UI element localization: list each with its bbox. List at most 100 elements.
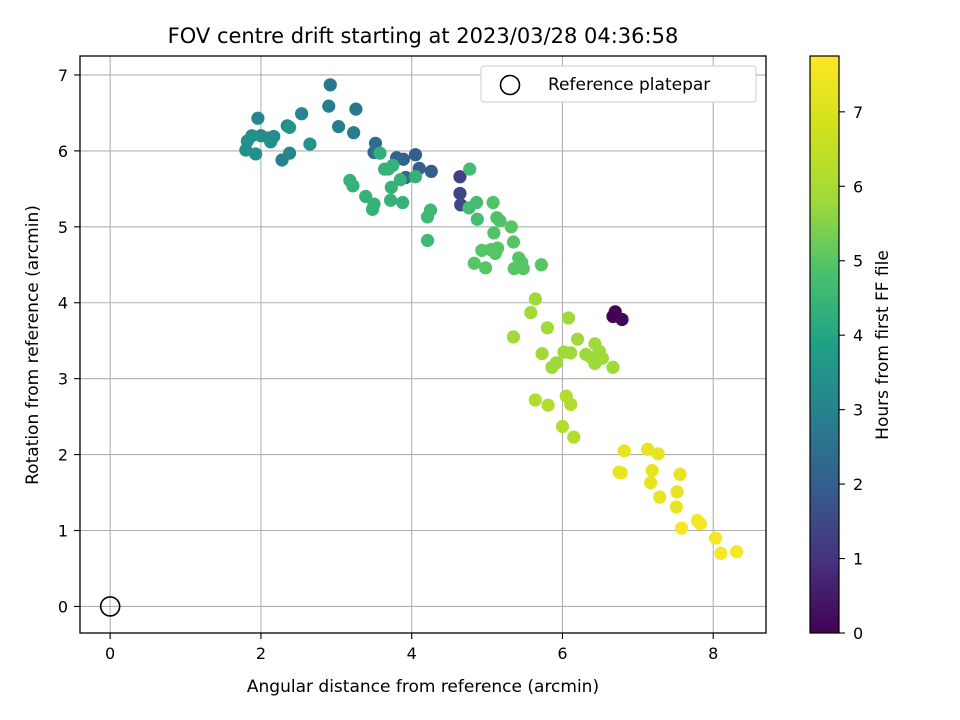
data-point xyxy=(331,120,346,134)
data-point xyxy=(714,546,728,560)
x-tick-label: 2 xyxy=(256,644,266,663)
data-point xyxy=(393,173,407,187)
data-point xyxy=(564,346,578,360)
data-point xyxy=(693,517,708,531)
data-point xyxy=(528,393,542,407)
data-point xyxy=(615,312,629,327)
data-point xyxy=(535,347,549,361)
colorbar-tick-label: 2 xyxy=(853,475,863,494)
data-point xyxy=(617,444,631,458)
data-point xyxy=(540,321,554,335)
data-point xyxy=(275,153,289,167)
data-point xyxy=(507,261,521,276)
colorbar-tick-label: 3 xyxy=(853,401,863,420)
plot-frame xyxy=(79,55,767,634)
data-point xyxy=(673,467,687,481)
y-tick-label: 0 xyxy=(58,597,68,616)
data-point xyxy=(349,102,363,116)
data-point xyxy=(644,476,658,490)
legend-box xyxy=(480,65,757,103)
x-tick-label: 0 xyxy=(105,644,115,663)
data-point xyxy=(487,226,501,240)
colorbar-tick-label: 1 xyxy=(853,550,863,569)
data-point xyxy=(561,311,576,325)
data-point xyxy=(670,485,684,499)
data-point xyxy=(453,170,467,184)
data-point xyxy=(614,466,628,480)
data-point xyxy=(534,258,548,272)
data-point xyxy=(504,220,518,234)
y-tick-label: 7 xyxy=(58,66,68,85)
y-tick-label: 3 xyxy=(58,370,68,389)
data-point xyxy=(469,195,484,210)
data-point xyxy=(420,233,435,248)
colorbar-tick-label: 4 xyxy=(853,326,863,345)
data-point xyxy=(384,180,398,194)
data-point xyxy=(555,419,570,434)
data-point xyxy=(653,490,667,504)
data-point xyxy=(528,292,542,306)
data-point xyxy=(506,235,521,249)
data-point xyxy=(541,398,555,412)
data-point xyxy=(347,126,361,140)
data-point xyxy=(408,170,423,184)
data-point xyxy=(282,120,297,134)
data-point xyxy=(708,531,723,545)
x-tick-label: 4 xyxy=(407,644,417,663)
data-point xyxy=(588,356,602,371)
data-point xyxy=(645,463,659,478)
data-point xyxy=(606,360,620,374)
data-point xyxy=(424,164,438,178)
data-point xyxy=(295,107,309,121)
y-tick-label: 2 xyxy=(58,446,68,465)
colorbar-tick-label: 7 xyxy=(853,103,863,122)
y-axis-ticks: 0 1 2 3 4 5 6 7 xyxy=(58,66,80,616)
data-point xyxy=(674,521,689,535)
data-point xyxy=(420,210,435,224)
data-point xyxy=(408,148,423,162)
data-point xyxy=(545,360,559,374)
data-point xyxy=(564,397,578,412)
data-point xyxy=(524,306,538,320)
data-point xyxy=(730,545,744,559)
data-point xyxy=(506,330,521,344)
y-tick-label: 6 xyxy=(58,142,68,161)
data-point xyxy=(567,430,581,444)
data-point xyxy=(493,214,507,228)
x-tick-label: 8 xyxy=(708,644,718,663)
x-axis-label: Angular distance from reference (arcmin) xyxy=(247,677,599,697)
colorbar-label: Hours from first FF file xyxy=(873,250,893,440)
data-point xyxy=(453,186,467,201)
data-point xyxy=(570,332,585,346)
data-points xyxy=(239,78,744,560)
data-point xyxy=(251,111,265,125)
x-tick-label: 6 xyxy=(557,644,567,663)
data-point xyxy=(322,99,336,113)
data-point xyxy=(463,162,477,176)
reference-marker xyxy=(99,596,121,617)
x-axis-ticks: 0 2 4 6 8 xyxy=(105,633,718,663)
data-point xyxy=(478,261,493,275)
data-point xyxy=(486,195,500,210)
data-point xyxy=(467,256,481,270)
data-point xyxy=(303,137,317,151)
data-point xyxy=(365,202,380,216)
data-point xyxy=(373,146,387,160)
data-point xyxy=(516,261,530,276)
data-point xyxy=(396,195,410,210)
y-tick-label: 5 xyxy=(58,218,68,237)
colorbar: 0 1 2 3 4 5 6 7 Hours from first FF file xyxy=(809,55,893,643)
data-point xyxy=(641,442,655,456)
colorbar-tick-label: 0 xyxy=(853,624,863,643)
data-point xyxy=(249,147,263,161)
legend-label: Reference platepar xyxy=(548,75,710,95)
data-point xyxy=(651,447,665,461)
data-point xyxy=(488,246,502,260)
y-axis-label: Rotation from reference (arcmin) xyxy=(23,205,43,485)
y-tick-label: 4 xyxy=(58,294,68,313)
data-point xyxy=(264,135,278,149)
colorbar-tick-label: 6 xyxy=(853,177,863,196)
legend-marker-icon xyxy=(499,74,521,96)
legend: Reference platepar xyxy=(480,65,757,103)
